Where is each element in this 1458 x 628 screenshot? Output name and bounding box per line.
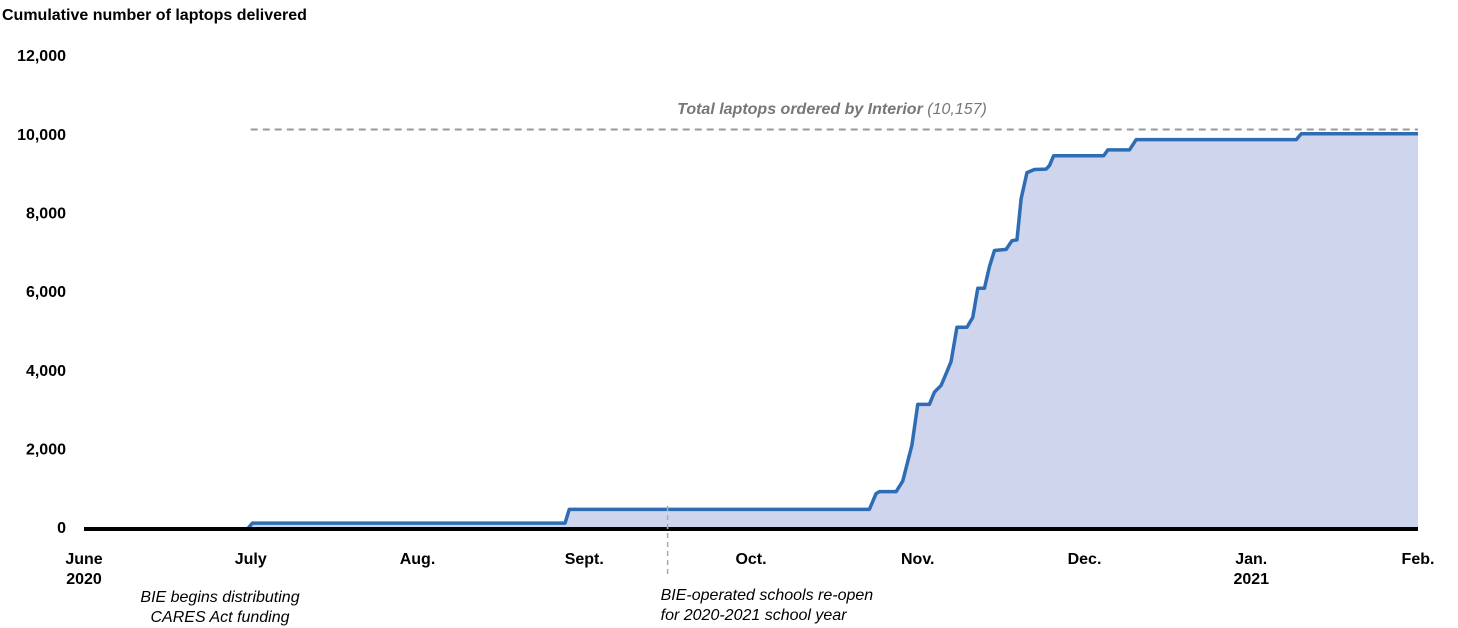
y-tick-label: 8,000 xyxy=(26,206,66,223)
x-tick-label: Aug. xyxy=(400,551,436,568)
area xyxy=(84,133,1418,529)
reference-label: Total laptops ordered by Interior (10,15… xyxy=(677,101,987,118)
reference-label-text: Total laptops ordered by Interior xyxy=(677,101,923,118)
x-tick-label: Jan. xyxy=(1235,551,1267,568)
annotation: for 2020-2021 school year xyxy=(661,607,848,624)
y-tick-label: 2,000 xyxy=(26,442,66,459)
y-tick-label: 4,000 xyxy=(26,363,66,380)
y-tick-label: 6,000 xyxy=(26,284,66,301)
x-tick-label: Oct. xyxy=(735,551,766,568)
line xyxy=(84,131,1418,531)
x-tick-label: Nov. xyxy=(901,551,934,568)
y-tick-label: 10,000 xyxy=(17,127,66,144)
x-tick-label: Sept. xyxy=(565,551,604,568)
y-tick-label: 0 xyxy=(57,520,66,537)
chart-title: Cumulative number of laptops delivered xyxy=(2,7,307,24)
annotation: BIE begins distributing xyxy=(140,589,299,606)
x-tick-label: June xyxy=(65,551,102,568)
x-tick-label: July xyxy=(235,551,267,568)
x-year-label: 2021 xyxy=(1233,571,1269,588)
reference-value-label: (10,157) xyxy=(927,101,987,118)
y-tick-label: 12,000 xyxy=(17,48,66,65)
x-tick-label: Dec. xyxy=(1068,551,1102,568)
annotation: BIE-operated schools re-open xyxy=(661,587,874,604)
x-tick-label: Feb. xyxy=(1402,551,1435,568)
annotation: CARES Act funding xyxy=(150,609,289,626)
x-year-label: 2020 xyxy=(66,571,102,588)
